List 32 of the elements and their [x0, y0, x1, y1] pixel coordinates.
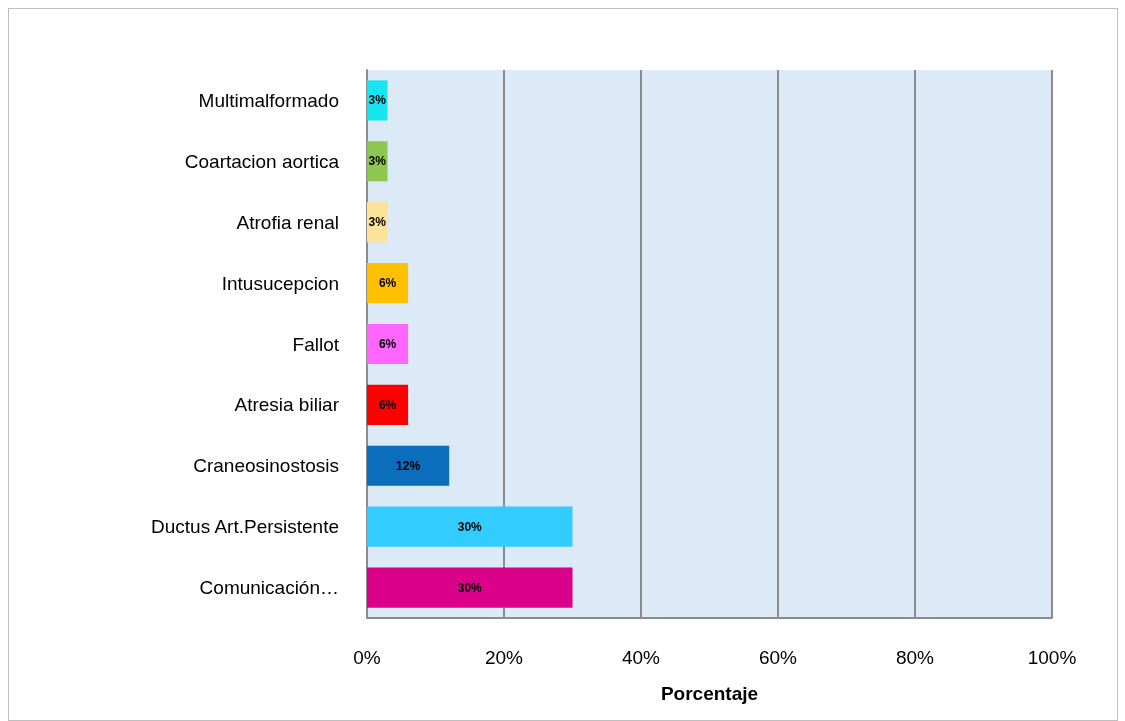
y-tick-label: Ductus Art.Persistente	[151, 516, 339, 538]
y-tick-label: Atrofia renal	[236, 211, 339, 233]
data-label: 6%	[378, 337, 397, 351]
y-tick-label: Craneosinostosis	[193, 455, 339, 477]
x-tick-label: 0%	[353, 647, 381, 668]
bar	[367, 445, 450, 486]
data-label: 6%	[378, 397, 397, 412]
data-label: 30%	[457, 580, 483, 595]
data-label: 3%	[368, 154, 387, 169]
x-tick-label: 20%	[484, 647, 524, 668]
x-tick-label: 100%	[1027, 647, 1077, 668]
x-axis-title: Porcentaje	[660, 683, 759, 704]
bar	[367, 567, 573, 608]
data-label: 3%	[368, 215, 387, 230]
x-tick-label: 40%	[621, 647, 661, 668]
x-tick-label: 60%	[758, 647, 798, 668]
bar	[367, 263, 409, 304]
y-tick-label: Multimalformado	[198, 89, 339, 111]
data-label: 12%	[396, 458, 421, 473]
y-tick-label: Coartacion aortica	[184, 150, 340, 172]
y-tick-label: Intusucepcion	[221, 272, 339, 294]
data-label: 6%	[378, 276, 397, 291]
y-tick-label: Comunicación…	[199, 577, 339, 599]
bar	[367, 80, 388, 121]
y-tick-label: Fallot	[292, 333, 340, 355]
x-tick-label: 80%	[895, 647, 935, 668]
data-label: 30%	[457, 519, 483, 534]
data-label: 3%	[368, 93, 387, 108]
bar	[367, 323, 409, 365]
y-tick-label: Atresia biliar	[234, 394, 340, 416]
bar	[367, 384, 409, 425]
bar	[367, 506, 573, 547]
